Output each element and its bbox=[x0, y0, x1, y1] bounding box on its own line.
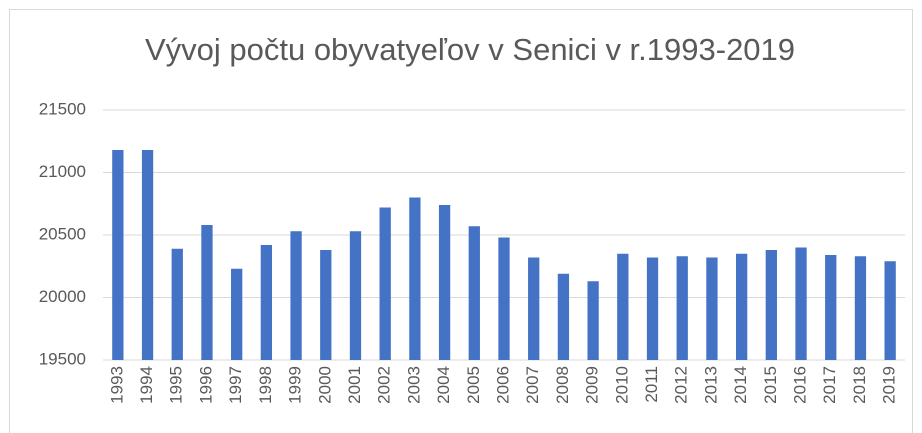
x-tick-label: 2016 bbox=[791, 366, 810, 404]
x-tick-label: 2015 bbox=[761, 366, 780, 404]
bar bbox=[260, 245, 273, 360]
bar bbox=[290, 231, 302, 360]
y-tick-label: 20000 bbox=[39, 287, 86, 306]
bar bbox=[795, 247, 807, 360]
bar bbox=[349, 231, 362, 360]
bar bbox=[617, 253, 629, 360]
x-tick-label: 2003 bbox=[404, 366, 423, 404]
bar bbox=[438, 205, 451, 360]
x-tick-label: 2018 bbox=[850, 366, 869, 404]
bar bbox=[379, 207, 391, 360]
x-tick-label: 2008 bbox=[553, 366, 572, 404]
x-tick-label: 2014 bbox=[731, 366, 750, 404]
bar bbox=[706, 257, 718, 360]
x-tick-label: 2007 bbox=[523, 366, 542, 404]
x-tick-label: 2005 bbox=[464, 366, 483, 404]
x-tick-label: 2013 bbox=[701, 366, 720, 404]
bar bbox=[676, 256, 688, 360]
bar bbox=[112, 150, 124, 360]
y-tick-label: 21000 bbox=[39, 162, 86, 181]
x-tick-label: 2000 bbox=[315, 366, 334, 404]
x-tick-label: 2019 bbox=[880, 366, 899, 404]
x-tick-label: 2004 bbox=[434, 366, 453, 404]
bar bbox=[765, 250, 777, 360]
bar bbox=[468, 226, 480, 360]
x-tick-label: 2012 bbox=[672, 366, 691, 404]
x-tick-label: 1996 bbox=[196, 366, 215, 404]
x-tick-label: 2017 bbox=[820, 366, 839, 404]
x-tick-label: 1998 bbox=[256, 366, 275, 404]
x-tick-label: 1993 bbox=[107, 366, 126, 404]
x-tick-label: 2002 bbox=[375, 366, 394, 404]
bar bbox=[498, 237, 510, 360]
x-tick-label: 1995 bbox=[167, 366, 186, 404]
bar bbox=[735, 253, 748, 360]
x-tick-label: 1999 bbox=[286, 366, 305, 404]
bar bbox=[854, 256, 867, 360]
x-tick-label: 1997 bbox=[226, 366, 245, 404]
bar bbox=[201, 225, 213, 360]
chart-title: Vývoj počtu obyvatyeľov v Senici v r.199… bbox=[145, 32, 795, 67]
bar bbox=[320, 250, 332, 360]
bar bbox=[231, 268, 243, 360]
bar bbox=[171, 248, 183, 360]
y-tick-label: 21500 bbox=[39, 99, 86, 118]
bar bbox=[587, 281, 599, 360]
bar bbox=[646, 257, 659, 360]
x-tick-label: 2009 bbox=[583, 366, 602, 404]
x-tick-label: 2001 bbox=[345, 366, 364, 404]
x-tick-label: 2006 bbox=[493, 366, 512, 404]
x-tick-label: 1994 bbox=[137, 366, 156, 404]
bar bbox=[825, 255, 837, 360]
bar bbox=[409, 197, 421, 360]
y-tick-label: 19500 bbox=[39, 349, 86, 368]
bar bbox=[141, 150, 154, 360]
chart-frame bbox=[9, 9, 913, 433]
x-tick-label: 2010 bbox=[612, 366, 631, 404]
bar bbox=[528, 257, 540, 360]
bar bbox=[557, 273, 570, 360]
y-tick-label: 20500 bbox=[39, 224, 86, 243]
bar bbox=[884, 261, 896, 360]
x-tick-label: 2011 bbox=[642, 366, 661, 403]
